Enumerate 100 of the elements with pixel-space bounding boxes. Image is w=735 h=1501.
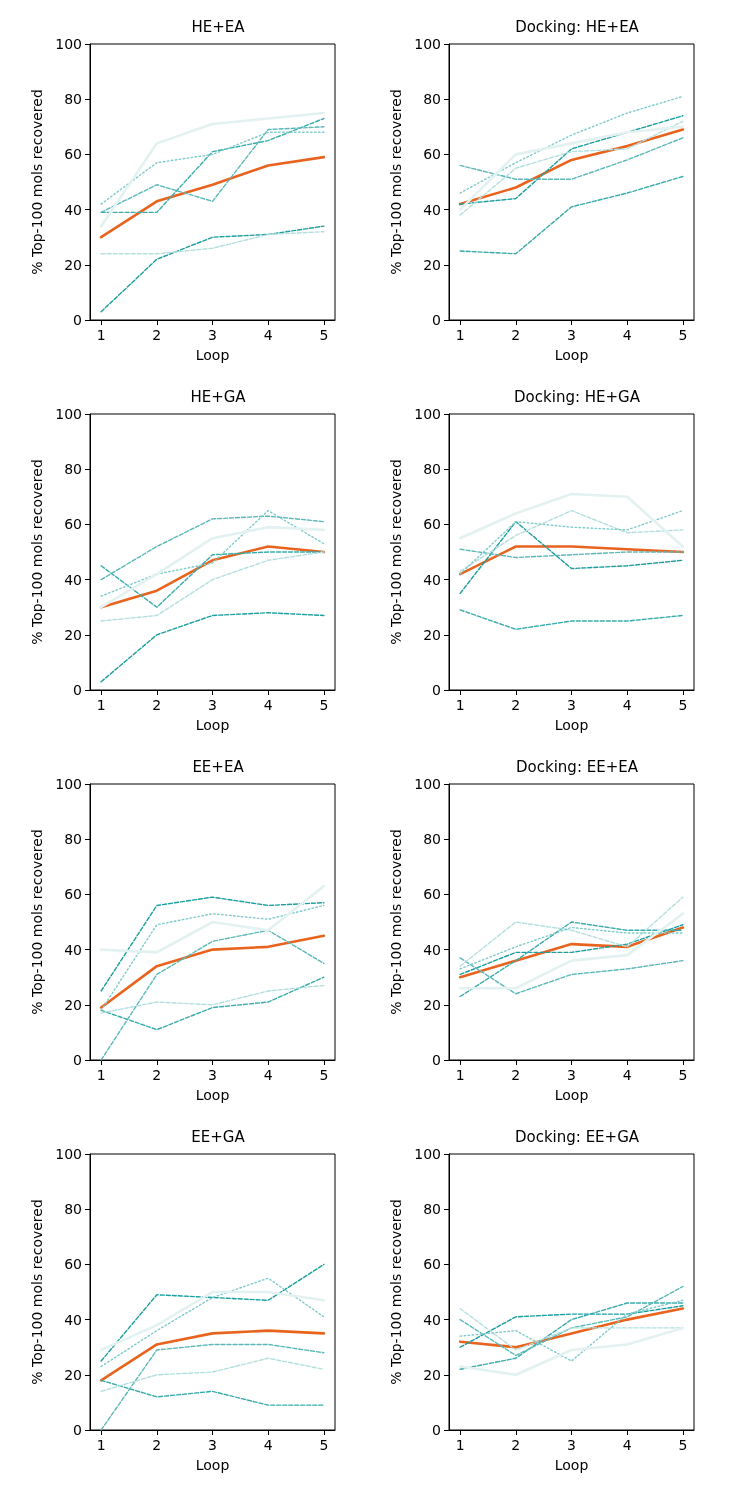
line-series <box>100 896 325 992</box>
y-tick-label: 60 <box>423 886 441 903</box>
y-axis-title: % Top-100 mols recovered <box>388 829 405 1015</box>
x-tick-label: 1 <box>455 697 465 713</box>
x-axis-title: Loop <box>554 717 589 733</box>
y-tick-label: 20 <box>423 996 441 1013</box>
x-tick-label: 3 <box>567 1437 576 1453</box>
y-tick-label: 100 <box>55 776 82 792</box>
y-tick-label: 20 <box>64 996 82 1013</box>
line-series <box>99 525 326 609</box>
x-axis-title: Loop <box>554 1087 589 1103</box>
line-series <box>459 137 684 180</box>
line-series <box>459 926 684 970</box>
chart-title: Docking: EE+GA <box>514 1127 640 1146</box>
x-tick-label: 2 <box>511 1067 521 1083</box>
x-tick-label: 4 <box>622 327 632 343</box>
line-series <box>99 155 326 239</box>
y-tick-label: 60 <box>64 146 82 163</box>
x-tick-label: 2 <box>152 1067 162 1083</box>
chart-title: EE+EA <box>192 757 245 776</box>
x-tick-label: 5 <box>678 697 688 713</box>
line-series <box>459 1285 684 1357</box>
y-tick-label: 40 <box>423 1311 441 1328</box>
y-tick-label: 20 <box>423 256 441 273</box>
line-series <box>459 896 684 967</box>
line-series <box>459 957 684 995</box>
line-series <box>100 230 325 255</box>
y-tick-label: 100 <box>414 776 441 792</box>
line-series <box>100 1343 325 1431</box>
x-tick-label: 1 <box>96 327 106 343</box>
line-series <box>459 175 684 255</box>
line-series <box>459 1302 684 1370</box>
y-tick-label: 40 <box>423 571 441 588</box>
y-tick-label: 40 <box>64 1311 82 1328</box>
line-series <box>458 1326 685 1377</box>
x-tick-label: 3 <box>208 1067 217 1083</box>
x-tick-label: 4 <box>622 697 632 713</box>
y-tick-label: 60 <box>64 1256 82 1273</box>
line-series <box>100 1277 325 1368</box>
y-tick-label: 80 <box>64 91 82 108</box>
line-series <box>99 884 326 954</box>
y-tick-label: 60 <box>423 146 441 163</box>
chart-title: EE+GA <box>191 1127 246 1146</box>
chart-title: Docking: HE+EA <box>515 17 640 36</box>
x-tick-label: 2 <box>511 1437 521 1453</box>
y-tick-label: 60 <box>423 1256 441 1273</box>
x-tick-label: 2 <box>152 1437 162 1453</box>
x-tick-label: 3 <box>567 1067 576 1083</box>
line-series <box>99 111 326 228</box>
x-axis-title: Loop <box>554 1457 589 1473</box>
y-tick-label: 80 <box>64 1201 82 1218</box>
x-tick-label: 3 <box>567 697 576 713</box>
y-tick-label: 80 <box>64 831 82 848</box>
x-tick-label: 4 <box>263 1437 273 1453</box>
x-tick-label: 3 <box>208 327 217 343</box>
y-tick-label: 20 <box>423 1366 441 1383</box>
line-series <box>459 520 684 595</box>
x-tick-label: 3 <box>208 697 217 713</box>
y-tick-label: 100 <box>414 36 441 52</box>
y-tick-label: 20 <box>64 1366 82 1383</box>
x-tick-label: 5 <box>319 1067 329 1083</box>
line-series <box>100 976 325 1031</box>
y-tick-label: 100 <box>414 1146 441 1162</box>
line-series <box>100 1357 325 1393</box>
x-axis-title: Loop <box>554 347 589 363</box>
x-tick-label: 2 <box>152 697 162 713</box>
line-series <box>459 609 684 630</box>
x-tick-label: 4 <box>622 1067 632 1083</box>
line-series <box>458 492 685 548</box>
x-tick-label: 1 <box>96 697 106 713</box>
y-tick-label: 100 <box>414 406 441 422</box>
y-tick-label: 40 <box>64 571 82 588</box>
x-tick-label: 2 <box>511 327 521 343</box>
y-tick-label: 60 <box>423 516 441 533</box>
y-tick-label: 60 <box>64 516 82 533</box>
x-tick-label: 1 <box>455 1437 465 1453</box>
line-series <box>458 912 685 990</box>
y-tick-label: 80 <box>64 461 82 478</box>
line-series <box>100 509 325 597</box>
x-tick-label: 5 <box>678 327 688 343</box>
chart-title: Docking: EE+EA <box>516 757 639 776</box>
x-tick-label: 4 <box>263 697 273 713</box>
x-tick-label: 1 <box>455 327 465 343</box>
y-tick-label: 0 <box>73 682 82 698</box>
chart-title: Docking: HE+GA <box>514 387 641 406</box>
line-series <box>99 1290 326 1352</box>
x-tick-label: 5 <box>678 1437 688 1453</box>
y-tick-label: 0 <box>432 1422 441 1438</box>
y-axis-title: % Top-100 mols recovered <box>388 1199 405 1385</box>
y-tick-label: 60 <box>64 886 82 903</box>
x-tick-label: 5 <box>678 1067 688 1083</box>
y-tick-label: 40 <box>423 201 441 218</box>
y-axis-title: % Top-100 mols recovered <box>29 89 46 275</box>
line-series <box>459 548 684 559</box>
y-tick-label: 0 <box>73 312 82 328</box>
x-tick-label: 1 <box>96 1437 106 1453</box>
line-series <box>100 131 325 205</box>
y-tick-label: 0 <box>432 1052 441 1068</box>
line-series <box>459 95 684 194</box>
y-tick-label: 100 <box>55 1146 82 1162</box>
